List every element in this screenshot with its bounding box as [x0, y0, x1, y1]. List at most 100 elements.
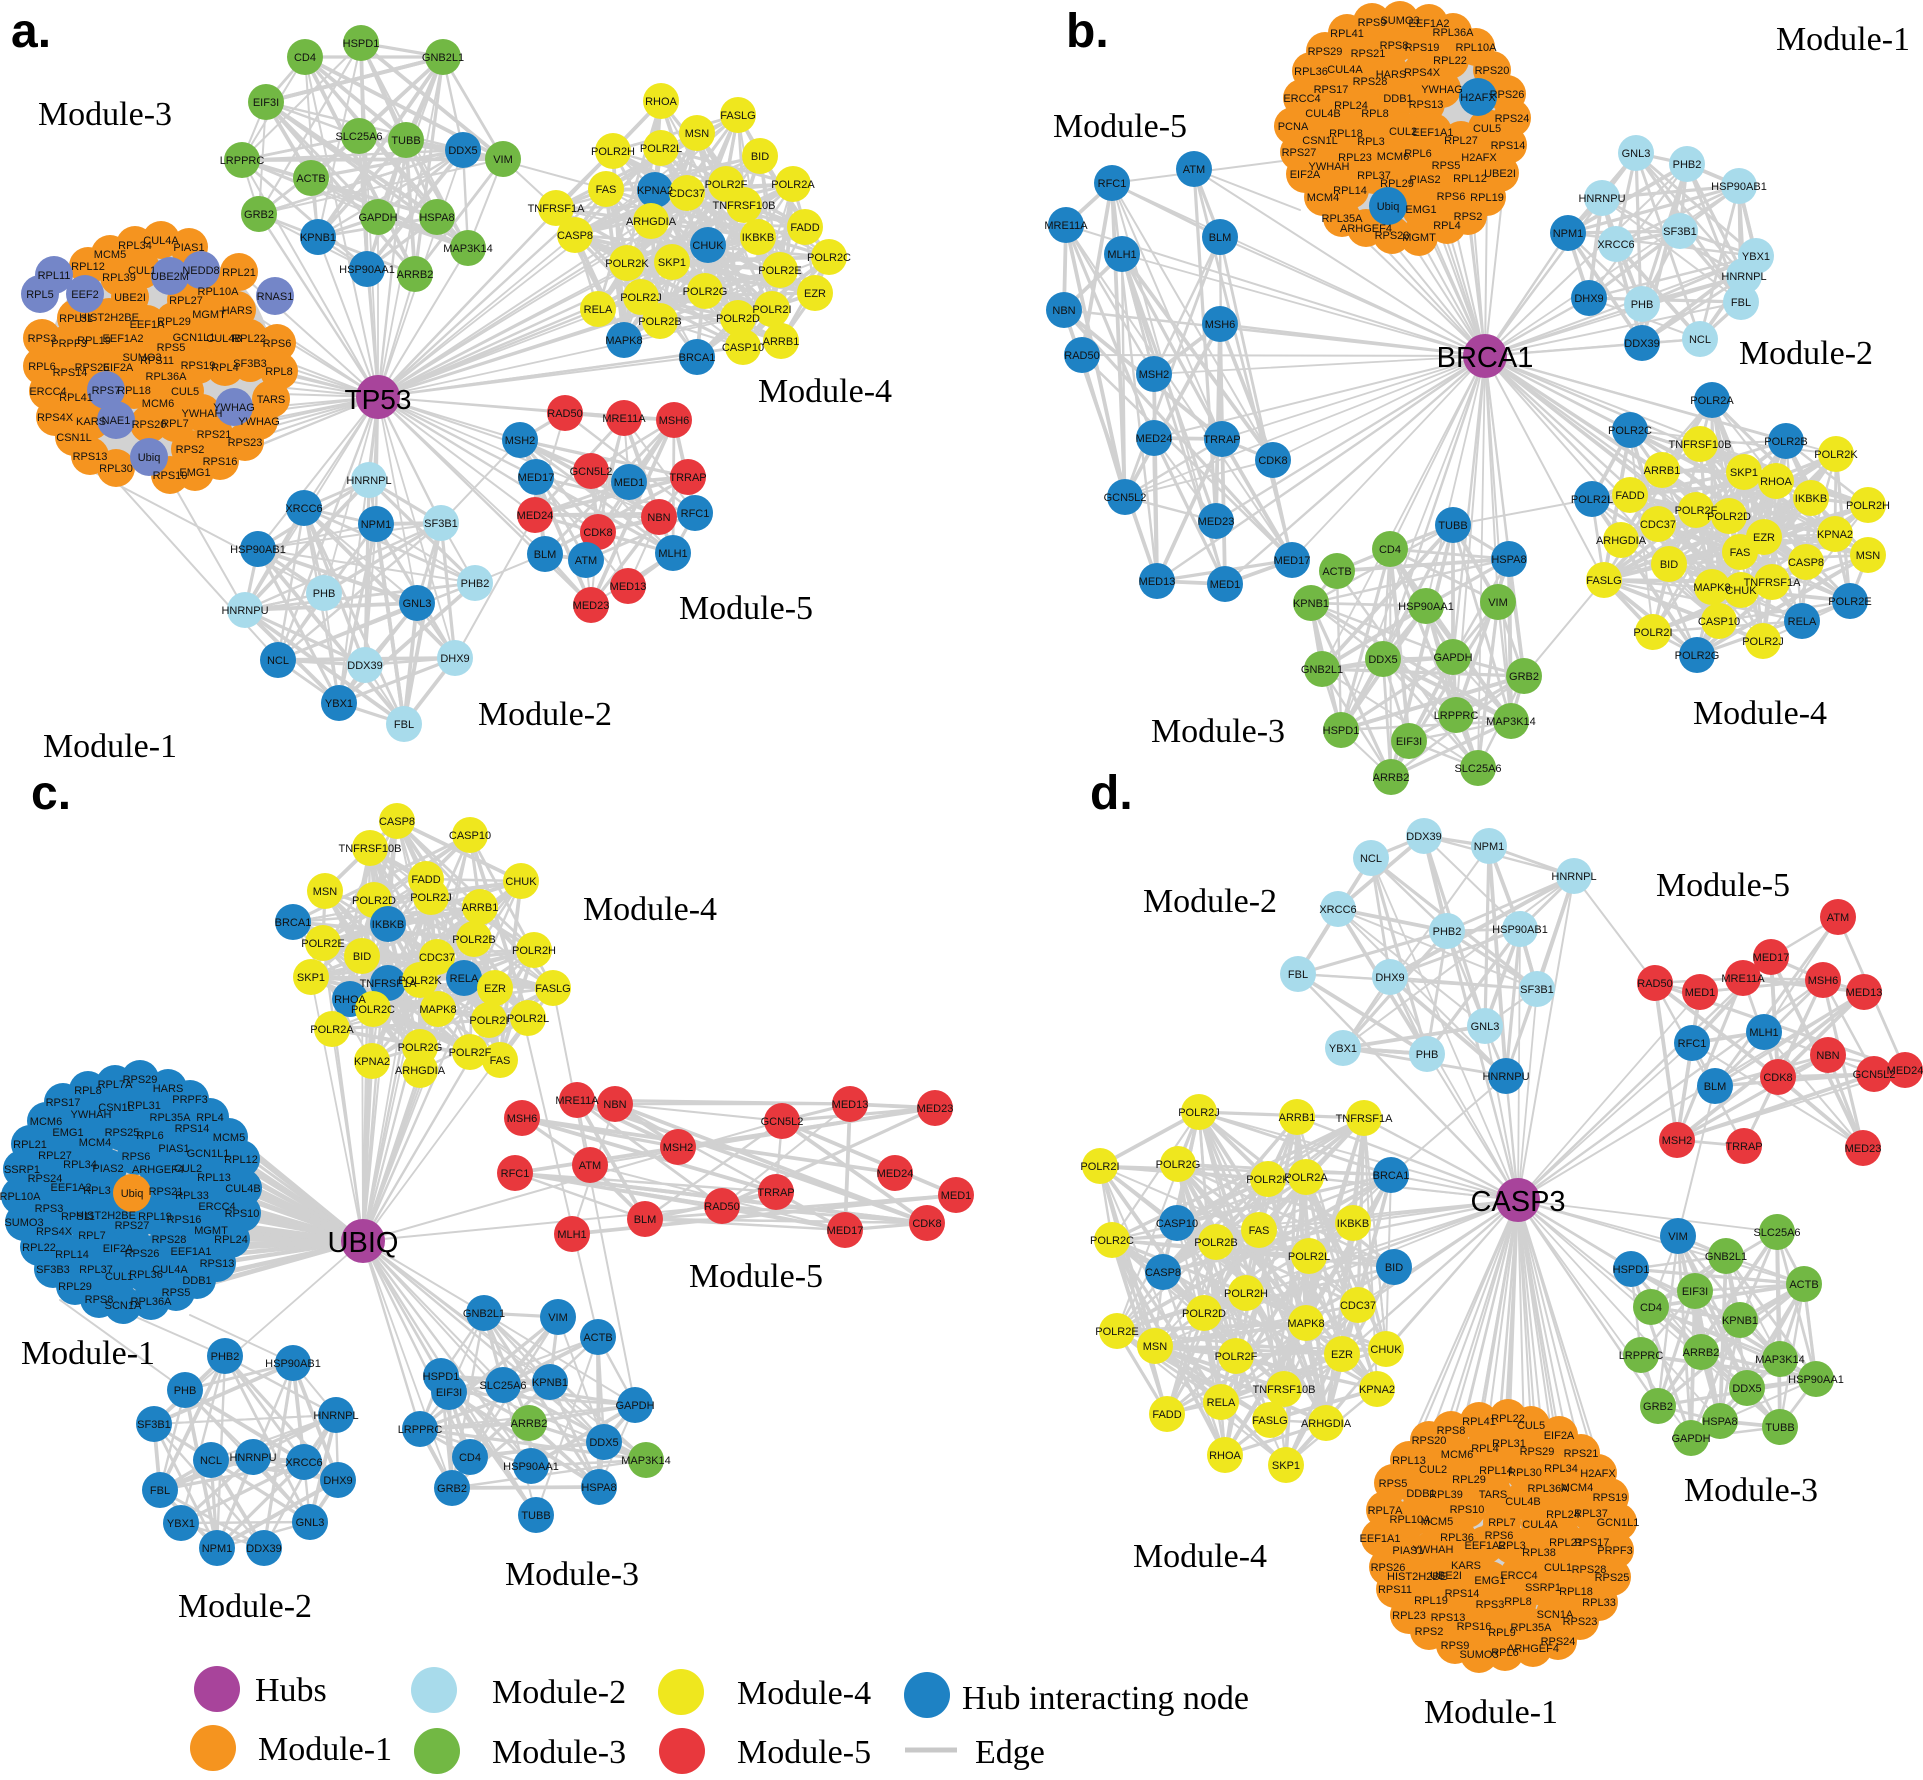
- svg-text:Edge: Edge: [975, 1734, 1045, 1771]
- svg-text:ARRB1: ARRB1: [462, 902, 499, 914]
- svg-text:RPL35A: RPL35A: [1322, 213, 1364, 225]
- svg-text:RPS21: RPS21: [197, 429, 232, 441]
- svg-text:RPS16: RPS16: [167, 1214, 202, 1226]
- svg-text:PHB: PHB: [174, 1385, 197, 1397]
- svg-text:GNL3: GNL3: [1471, 1021, 1500, 1033]
- svg-text:POLR2G: POLR2G: [398, 1042, 443, 1054]
- svg-text:NCL: NCL: [200, 1455, 222, 1467]
- svg-text:RPL9: RPL9: [1488, 1627, 1516, 1639]
- svg-text:RPS14: RPS14: [1491, 140, 1526, 152]
- svg-text:ATM: ATM: [575, 555, 597, 567]
- svg-text:EZR: EZR: [804, 288, 826, 300]
- svg-text:MRE11A: MRE11A: [1044, 220, 1088, 232]
- svg-text:BRCA1: BRCA1: [1373, 1170, 1410, 1182]
- svg-text:RPS9: RPS9: [1358, 17, 1387, 29]
- svg-text:RPS24: RPS24: [28, 1173, 63, 1185]
- svg-text:BRCA1: BRCA1: [679, 352, 716, 364]
- svg-text:MAP3K14: MAP3K14: [443, 243, 493, 255]
- svg-text:SF3B1: SF3B1: [1663, 226, 1697, 238]
- svg-text:GNL3: GNL3: [1622, 148, 1651, 160]
- svg-text:Module-2: Module-2: [1143, 883, 1277, 920]
- svg-text:CD4: CD4: [294, 52, 316, 64]
- svg-text:RPL36: RPL36: [1440, 1532, 1474, 1544]
- svg-text:Module-1: Module-1: [1776, 21, 1910, 58]
- svg-text:RELA: RELA: [584, 304, 613, 316]
- svg-text:YWHAH: YWHAH: [1413, 1544, 1454, 1556]
- svg-text:RPL29: RPL29: [1452, 1474, 1486, 1486]
- svg-text:RPL6: RPL6: [136, 1130, 164, 1142]
- svg-text:RPL24: RPL24: [214, 1234, 248, 1246]
- svg-text:RPS11: RPS11: [1378, 1584, 1412, 1596]
- svg-text:HSP90AB1: HSP90AB1: [230, 544, 286, 556]
- svg-text:CUL2: CUL2: [1389, 126, 1417, 138]
- svg-text:RPS25: RPS25: [105, 1127, 140, 1139]
- svg-text:RPS7: RPS7: [92, 385, 121, 397]
- svg-text:ARHGEF4: ARHGEF4: [132, 1164, 184, 1176]
- svg-text:SSRP1: SSRP1: [4, 1164, 40, 1176]
- svg-text:KPNA2: KPNA2: [637, 185, 673, 197]
- svg-text:MED17: MED17: [827, 1225, 864, 1237]
- svg-text:TARS: TARS: [1479, 1489, 1508, 1501]
- svg-text:MSH6: MSH6: [1808, 975, 1839, 987]
- svg-text:NPM1: NPM1: [361, 519, 392, 531]
- svg-text:GRB2: GRB2: [1643, 1401, 1673, 1413]
- svg-text:MED23: MED23: [1845, 1143, 1882, 1155]
- svg-text:POLR2K: POLR2K: [398, 975, 442, 987]
- svg-text:SLC25A6: SLC25A6: [1454, 763, 1501, 775]
- svg-text:GRB2: GRB2: [437, 1483, 467, 1495]
- svg-text:TNFRSF1A: TNFRSF1A: [1744, 577, 1802, 589]
- svg-text:FAS: FAS: [1249, 1225, 1270, 1237]
- svg-text:RPS2: RPS2: [176, 444, 205, 456]
- svg-text:EIF3I: EIF3I: [1682, 1286, 1708, 1298]
- svg-text:KPNB1: KPNB1: [300, 232, 336, 244]
- svg-text:ATM: ATM: [1183, 164, 1205, 176]
- svg-text:RPS23: RPS23: [228, 437, 263, 449]
- svg-text:POLR2D: POLR2D: [352, 895, 396, 907]
- svg-text:RPL12: RPL12: [71, 261, 105, 273]
- svg-text:RPL37: RPL37: [1357, 170, 1391, 182]
- svg-text:HSPA8: HSPA8: [419, 212, 454, 224]
- svg-text:EEF1A: EEF1A: [130, 319, 166, 331]
- svg-text:MAPK8: MAPK8: [1287, 1318, 1324, 1330]
- svg-text:DDB1: DDB1: [182, 1275, 211, 1287]
- svg-text:H2AFX: H2AFX: [1580, 1468, 1616, 1480]
- svg-text:POLR2D: POLR2D: [1707, 511, 1751, 523]
- svg-text:DHX9: DHX9: [440, 653, 469, 665]
- svg-text:NPM1: NPM1: [1553, 228, 1584, 240]
- svg-text:RPS5: RPS5: [157, 342, 186, 354]
- svg-text:RPS16: RPS16: [1457, 1621, 1492, 1633]
- svg-text:EMG1: EMG1: [1405, 204, 1436, 216]
- svg-text:RPL19: RPL19: [138, 1211, 172, 1223]
- svg-text:RPS4X: RPS4X: [36, 1226, 73, 1238]
- svg-text:RPL36A: RPL36A: [131, 1296, 173, 1308]
- svg-text:HNRNPU: HNRNPU: [221, 605, 268, 617]
- svg-text:POLR2I: POLR2I: [469, 1015, 508, 1027]
- svg-text:ERCC4: ERCC4: [29, 386, 66, 398]
- svg-text:ACTB: ACTB: [1322, 566, 1351, 578]
- svg-text:GCN1L1: GCN1L1: [173, 332, 216, 344]
- svg-text:POLR2A: POLR2A: [310, 1024, 354, 1036]
- svg-text:DHX9: DHX9: [323, 1475, 352, 1487]
- svg-text:BID: BID: [353, 951, 371, 963]
- svg-text:HSP90AA1: HSP90AA1: [1398, 601, 1454, 613]
- svg-text:GNL3: GNL3: [296, 1517, 325, 1529]
- svg-text:RPL6: RPL6: [28, 361, 56, 373]
- svg-text:YBX1: YBX1: [1329, 1043, 1357, 1055]
- svg-text:CASP10: CASP10: [449, 830, 491, 842]
- svg-text:POLR2K: POLR2K: [1814, 449, 1858, 461]
- svg-text:HARS: HARS: [153, 1083, 184, 1095]
- svg-text:FBL: FBL: [1288, 969, 1308, 981]
- svg-text:Module-3: Module-3: [1151, 713, 1285, 750]
- svg-text:MED1: MED1: [1210, 579, 1241, 591]
- svg-text:HNRNPL: HNRNPL: [1551, 871, 1596, 883]
- svg-text:POLR2A: POLR2A: [1284, 1172, 1328, 1184]
- svg-text:CASP10: CASP10: [1698, 616, 1740, 628]
- svg-text:POLR2F: POLR2F: [705, 179, 748, 191]
- svg-text:Hub interacting node: Hub interacting node: [962, 1680, 1249, 1717]
- svg-text:LRPPRC: LRPPRC: [220, 155, 265, 167]
- svg-text:GNB2L1: GNB2L1: [1301, 664, 1343, 676]
- svg-text:MED24: MED24: [877, 1168, 914, 1180]
- svg-text:NBN: NBN: [603, 1099, 626, 1111]
- svg-text:PRPF3: PRPF3: [1597, 1545, 1632, 1557]
- svg-text:SKP1: SKP1: [297, 972, 325, 984]
